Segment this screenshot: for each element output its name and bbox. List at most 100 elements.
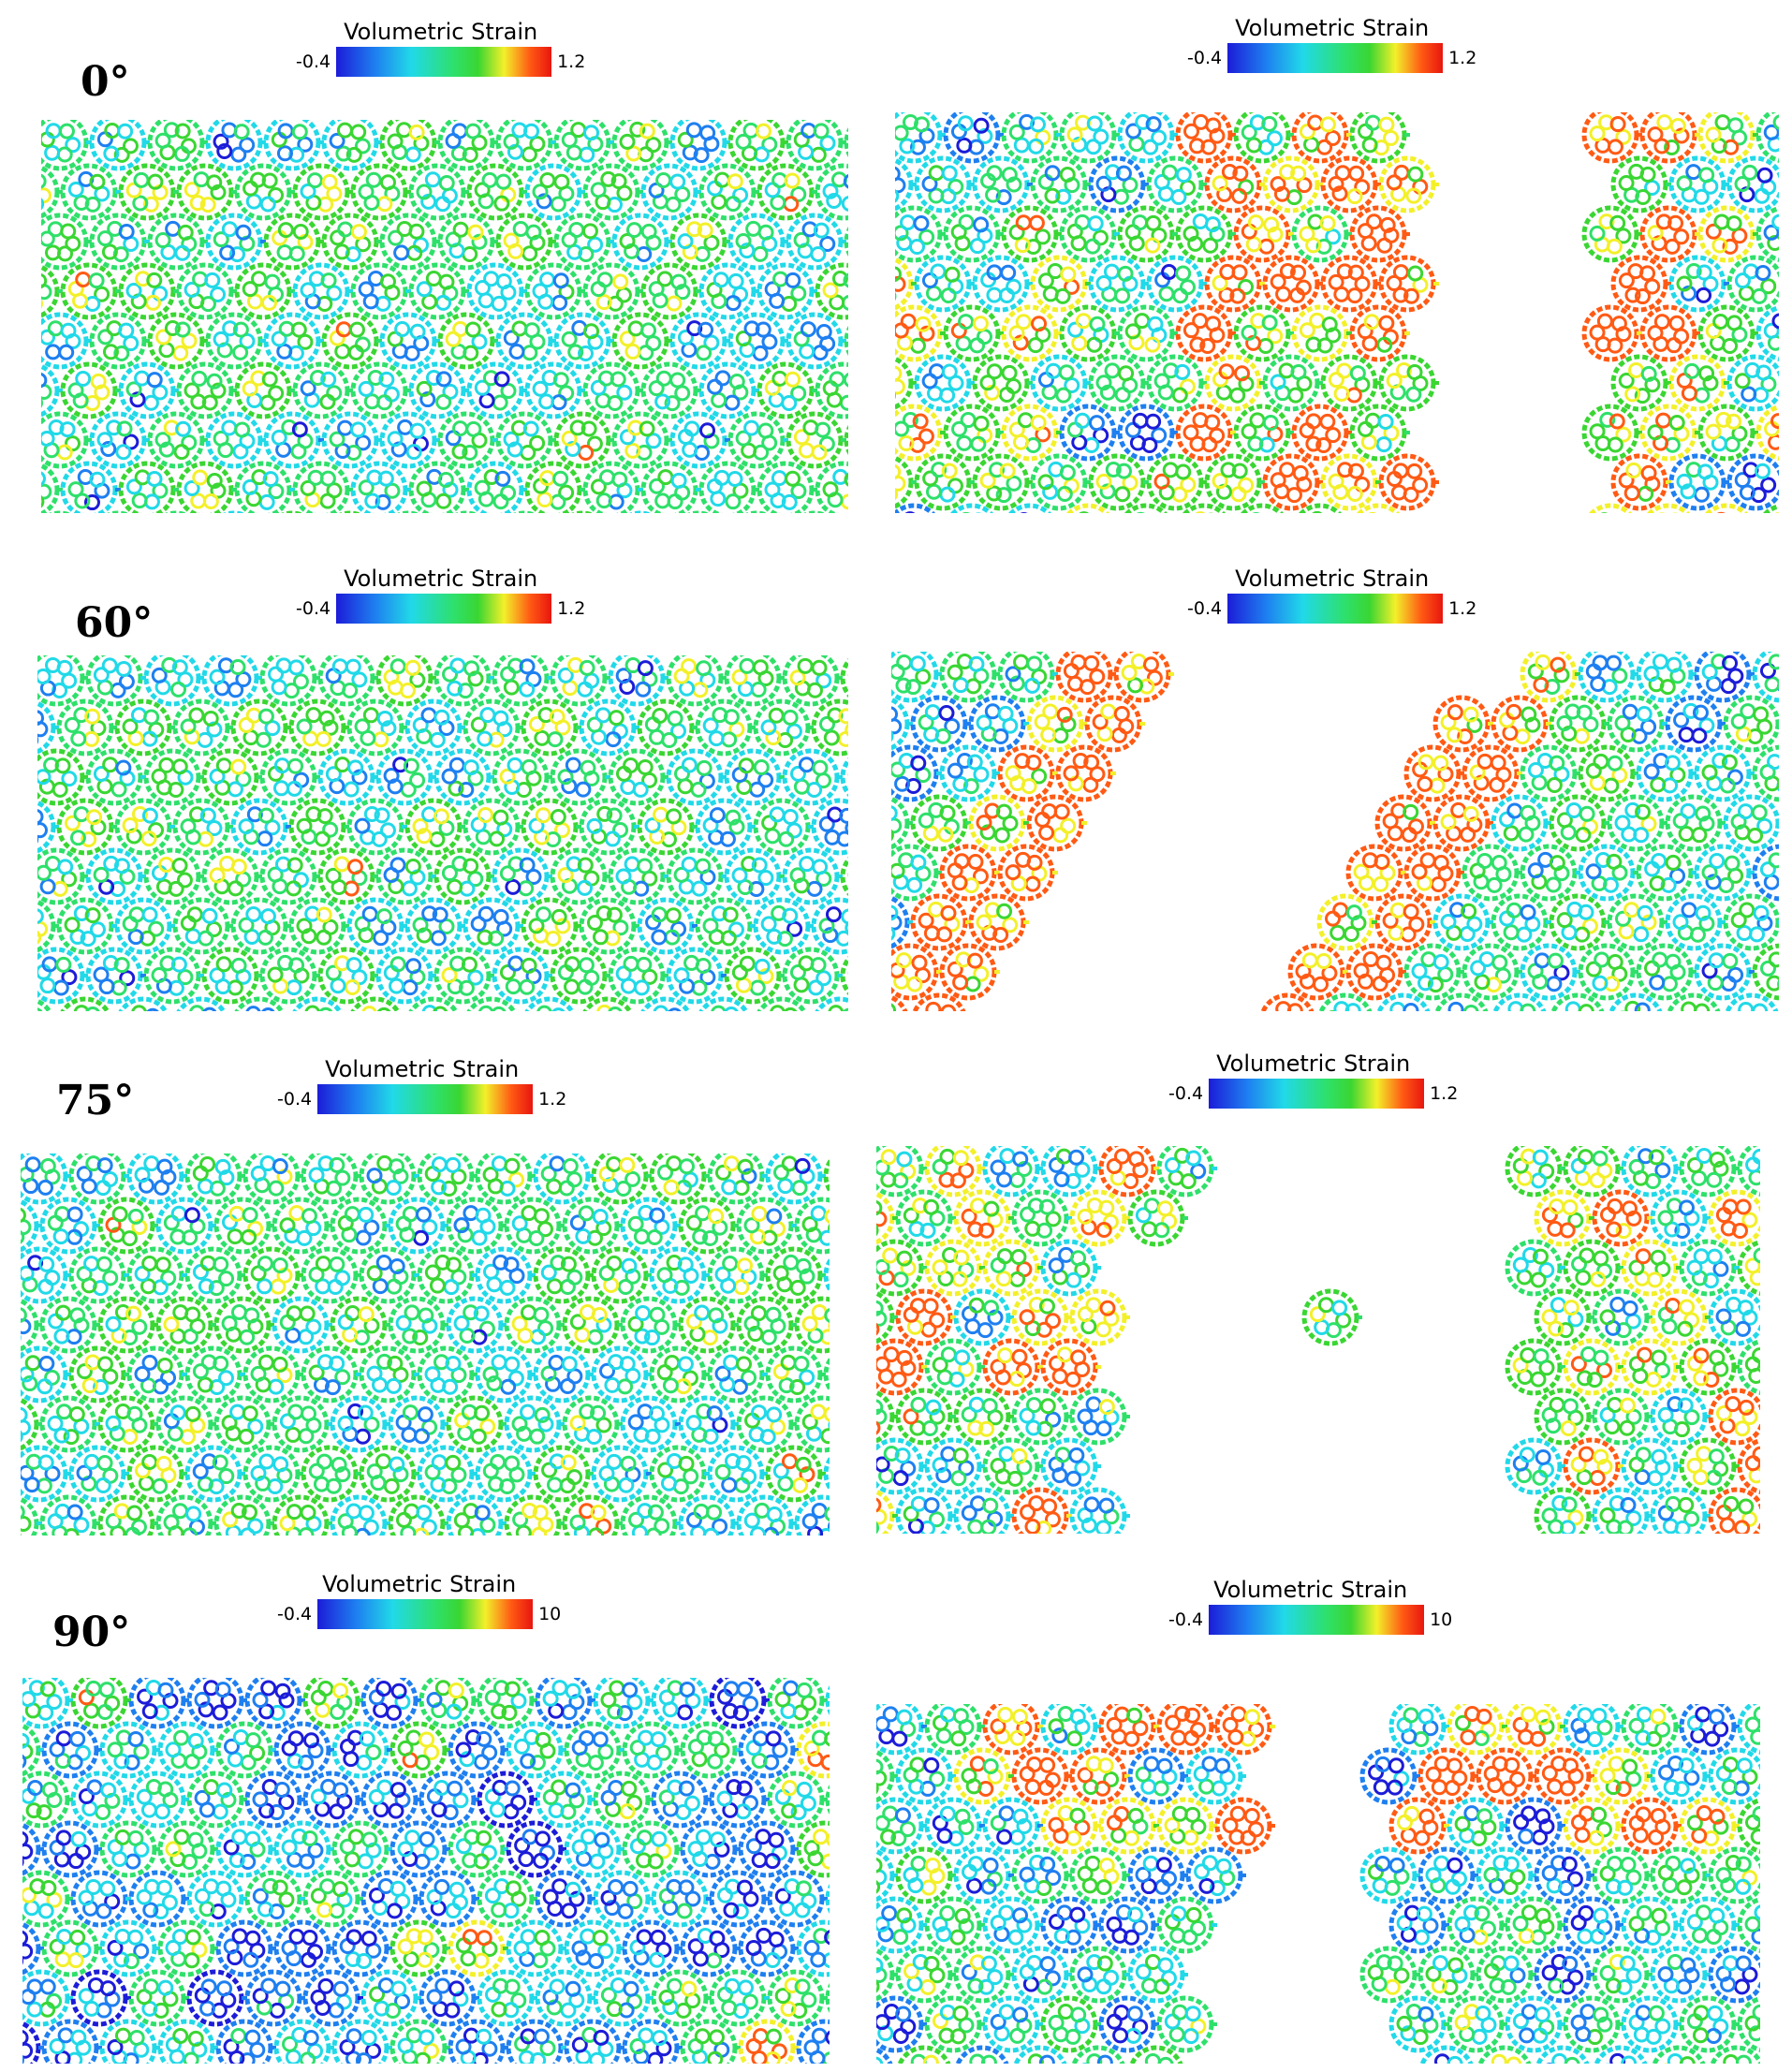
fullerene-cage xyxy=(1088,453,1149,511)
fullerene-cage xyxy=(753,897,814,955)
fullerene-cage xyxy=(695,698,756,757)
fullerene-cage xyxy=(437,213,498,271)
fullerene-cage xyxy=(433,748,494,806)
fullerene-cage xyxy=(562,1395,623,1453)
fullerene-cage xyxy=(895,1288,956,1346)
fullerene-cage xyxy=(640,163,701,221)
fullerene-cage xyxy=(1262,255,1323,313)
fullerene-cage xyxy=(724,655,785,707)
fullerene-cage xyxy=(1737,1897,1760,1953)
fullerene-cage xyxy=(1710,2045,1760,2064)
fullerene-cage xyxy=(85,748,146,806)
fullerene-cage xyxy=(1621,1338,1682,1396)
fullerene-cage xyxy=(1679,1704,1740,1756)
fullerene-cage xyxy=(1607,695,1667,753)
fullerene-cage xyxy=(1534,1946,1594,2004)
fullerene-cage xyxy=(446,1395,507,1453)
fullerene-cage xyxy=(504,1494,565,1536)
colorbar-max: 1.2 xyxy=(557,51,586,72)
fullerene-cage xyxy=(1403,744,1464,802)
fullerene-cage xyxy=(1262,453,1323,511)
fullerene-cage xyxy=(1233,404,1294,462)
fullerene-cage xyxy=(982,1797,1043,1855)
fullerene-cage xyxy=(114,798,175,856)
colorbar-legend-right: Volumetric Strain -0.4 1.2 xyxy=(1168,1051,1458,1109)
fullerene-cage xyxy=(1476,1747,1536,1805)
fullerene-cage xyxy=(982,1995,1043,2053)
fullerene-cage xyxy=(118,262,179,320)
fullerene-cage xyxy=(1708,1946,1760,2004)
fullerene-cage xyxy=(533,1445,594,1503)
fullerene-cage xyxy=(375,947,436,1005)
fullerene-cage xyxy=(1088,255,1149,313)
fullerene-cage xyxy=(22,1723,44,1777)
fullerene-cage xyxy=(186,1678,247,1729)
fullerene-cage xyxy=(1127,1747,1188,1805)
fullerene-cage xyxy=(1723,695,1779,753)
fullerene-cage xyxy=(408,996,459,1011)
fullerene-cage xyxy=(535,1870,595,1928)
fullerene-cage xyxy=(622,2019,683,2064)
fullerene-cage xyxy=(1704,503,1749,513)
fullerene-cage xyxy=(982,1239,1043,1297)
fullerene-cage xyxy=(388,1296,448,1354)
fullerene-cage xyxy=(292,461,353,513)
fullerene-cage xyxy=(1607,893,1667,951)
fullerene-cage xyxy=(895,455,917,509)
fullerene-cage xyxy=(39,1296,100,1354)
fullerene-cage xyxy=(495,312,556,370)
fullerene-cage xyxy=(1737,1146,1760,1197)
fullerene-cage xyxy=(997,744,1058,802)
fullerene-cage xyxy=(346,698,407,757)
fullerene-cage xyxy=(794,1395,830,1453)
fullerene-cage xyxy=(1668,155,1729,213)
fullerene-cage xyxy=(611,411,672,469)
fullerene-cage xyxy=(666,748,727,806)
fullerene-cage xyxy=(147,213,208,271)
fullerene-cage xyxy=(1726,255,1779,313)
fullerene-cage xyxy=(553,411,614,469)
fullerene-cage xyxy=(408,361,469,419)
fullerene-cage xyxy=(591,1154,652,1205)
fullerene-cage xyxy=(736,1395,797,1453)
fullerene-cage xyxy=(707,1154,768,1205)
fullerene-cage xyxy=(263,312,324,370)
fullerene-cage xyxy=(1679,1995,1740,2053)
fullerene-cage xyxy=(60,361,121,419)
fullerene-cage xyxy=(678,1197,739,1255)
fullerene-cage xyxy=(1011,1946,1072,2004)
fullerene-cage xyxy=(876,1749,898,1803)
fullerene-cage xyxy=(724,947,785,1005)
fullerene-cage xyxy=(1040,1146,1101,1198)
fullerene-cage xyxy=(972,354,1033,412)
fullerene-cage xyxy=(1578,844,1638,902)
fullerene-cage xyxy=(359,1445,419,1503)
fullerene-cage xyxy=(876,1191,898,1245)
fullerene-cage xyxy=(695,897,756,955)
fullerene-cage xyxy=(844,127,848,157)
fullerene-cage xyxy=(1563,1896,1623,1954)
fullerene-cage xyxy=(1127,1846,1188,1904)
fullerene-cage xyxy=(22,1771,73,1829)
fullerene-cage xyxy=(184,1154,245,1205)
fullerene-cage xyxy=(1320,155,1381,213)
fullerene-cage xyxy=(1667,992,1721,1011)
fullerene-cage xyxy=(1117,205,1178,263)
fullerene-cage xyxy=(895,1388,956,1446)
fullerene-cage xyxy=(21,1246,71,1304)
fullerene-cage xyxy=(1378,354,1439,412)
fullerene-cage xyxy=(727,120,788,171)
fullerene-cage xyxy=(895,356,917,410)
fullerene-cage xyxy=(1069,1946,1130,2004)
fullerene-cage xyxy=(56,897,117,955)
fullerene-cage xyxy=(968,695,1029,753)
fullerene-cage xyxy=(1592,1189,1652,1247)
fullerene-cage xyxy=(1359,1946,1420,2004)
fullerene-cage xyxy=(982,1146,1043,1198)
fullerene-cage xyxy=(943,205,1004,263)
fullerene-cage xyxy=(579,897,639,955)
fullerene-cage xyxy=(506,1919,566,1977)
colorbar-title: Volumetric Strain xyxy=(325,1056,520,1082)
fullerene-cage xyxy=(301,1154,361,1205)
fullerene-cage xyxy=(924,1239,985,1297)
